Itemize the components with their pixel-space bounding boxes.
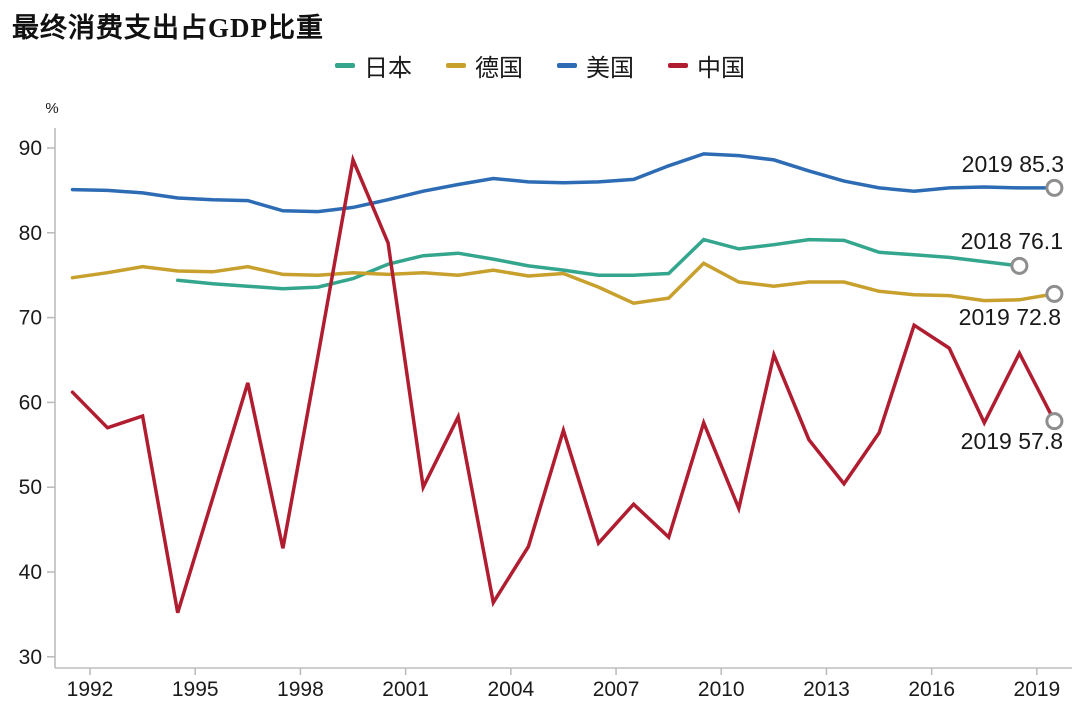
series-end-marker-1 bbox=[1045, 284, 1064, 303]
series-line-2 bbox=[70, 152, 1057, 214]
x-tick-label: 2007 bbox=[593, 678, 640, 701]
legend-swatch-icon bbox=[446, 63, 466, 68]
legend-item-1: 德国 bbox=[446, 48, 523, 83]
series-line-3 bbox=[70, 153, 1057, 614]
legend-label: 美国 bbox=[586, 56, 634, 82]
legend-item-0: 日本 bbox=[335, 48, 412, 83]
legend-item-2: 美国 bbox=[557, 48, 634, 83]
data-annotation: 2019 57.8 bbox=[961, 428, 1063, 454]
legend-item-3: 中国 bbox=[668, 48, 745, 83]
legend-label: 日本 bbox=[364, 56, 412, 82]
x-tick-label: 1992 bbox=[67, 678, 114, 701]
y-tick-label: 70 bbox=[19, 307, 42, 330]
x-tick-label: 1995 bbox=[172, 678, 219, 701]
data-annotation: 2019 85.3 bbox=[962, 151, 1064, 177]
x-tick-label: 2019 bbox=[1014, 678, 1061, 701]
series-end-marker-0 bbox=[1010, 256, 1029, 275]
x-tick-label: 2010 bbox=[698, 678, 745, 701]
data-annotation: 2018 76.1 bbox=[961, 228, 1063, 254]
series-line-0 bbox=[175, 237, 1022, 291]
x-tick-label: 2013 bbox=[803, 678, 850, 701]
series-end-marker-2 bbox=[1045, 178, 1064, 197]
legend-label: 中国 bbox=[697, 56, 745, 82]
data-annotation: 2019 72.8 bbox=[959, 304, 1061, 330]
series-line-1 bbox=[70, 261, 1057, 306]
legend: 日本 德国 美国 中国 bbox=[0, 48, 1080, 83]
x-tick-label: 1998 bbox=[277, 678, 324, 701]
x-tick-label: 2004 bbox=[487, 678, 534, 701]
x-tick-label: 2016 bbox=[908, 678, 955, 701]
y-tick-label: 90 bbox=[19, 137, 42, 160]
y-tick-label: 30 bbox=[19, 646, 42, 669]
legend-swatch-icon bbox=[557, 63, 577, 68]
y-tick-label: 60 bbox=[19, 391, 42, 414]
axes: 30 40 50 60 70 80 90% 1992 1995 1998 2001 2004 2007 2… bbox=[19, 100, 1072, 701]
y-tick-label: 50 bbox=[19, 476, 42, 499]
y-tick-label: 40 bbox=[19, 561, 42, 584]
chart-title: 最终消费支出占GDP比重 bbox=[12, 13, 324, 43]
legend-swatch-icon bbox=[668, 63, 688, 68]
series-end-marker-3 bbox=[1045, 412, 1064, 431]
x-tick-label: 2001 bbox=[382, 678, 429, 701]
legend-label: 德国 bbox=[475, 56, 523, 82]
y-unit-label: % bbox=[45, 100, 58, 117]
y-tick-label: 80 bbox=[19, 222, 42, 245]
legend-swatch-icon bbox=[335, 63, 355, 68]
